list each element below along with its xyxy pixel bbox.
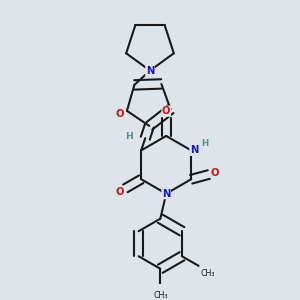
Text: CH₃: CH₃ xyxy=(200,269,214,278)
Text: H: H xyxy=(125,132,133,141)
Text: N: N xyxy=(190,146,198,155)
Text: O: O xyxy=(211,168,219,178)
Text: O: O xyxy=(162,106,170,116)
Text: N: N xyxy=(162,189,170,199)
Text: O: O xyxy=(115,109,124,119)
Text: CH₃: CH₃ xyxy=(153,291,168,300)
Text: H: H xyxy=(201,140,208,148)
Text: N: N xyxy=(146,66,154,76)
Text: O: O xyxy=(116,187,124,196)
